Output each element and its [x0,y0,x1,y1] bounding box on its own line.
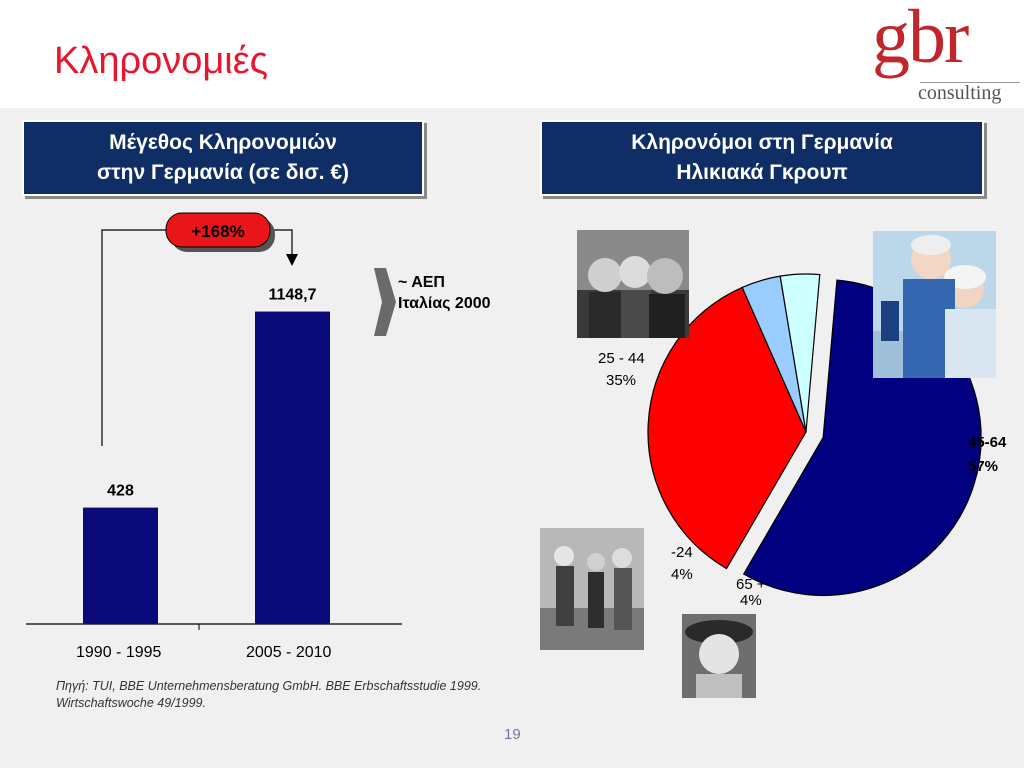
gdp-annotation: ~ ΑΕΠ Ιταλίας 2000 [398,274,491,312]
pie-slice-65-plus [779,273,821,433]
right-panel-heading-text: Κληρονόμοι στη Γερμανία Ηλικιακά Γκρουπ [631,131,893,184]
growth-connector-right [272,229,293,256]
growth-arrowhead [286,254,298,266]
bar-2 [255,311,330,624]
pie-slice-25-44 [647,286,807,570]
page-number: 19 [504,726,521,743]
pie-label-under-24: -24 [671,544,693,561]
pie-pct-25-44: 35% [606,372,637,389]
logo-main-text: gbr [872,0,969,79]
pie-pct-65-plus: 4% [740,592,762,609]
bar-category-label-2: 2005 - 2010 [246,644,332,661]
pie-pct-under-24: 4% [671,566,693,583]
family-photo [577,230,689,338]
youth-group-photo [540,528,644,650]
pie-label-65-plus: 65 + [736,576,766,593]
bar-value-label-2: 1148,7 [268,287,316,304]
source-note: Πηγή: TUI, BBE Unternehmensberatung GmbH… [56,679,482,710]
pie-pct-45-64: 57% [968,458,999,475]
left-panel-heading-text: Μέγεθος Κληρονομιών στην Γερμανία (σε δι… [96,131,350,184]
bar-value-label-1: 428 [107,483,134,500]
growth-badge [165,212,271,248]
left-panel-heading: Μέγεθος Κληρονομιών στην Γερμανία (σε δι… [22,120,424,196]
growth-badge-text: +168% [191,222,244,241]
bar-1 [83,507,158,624]
bar-category-label-1: 1990 - 1995 [76,644,162,661]
pie-label-25-44: 25 - 44 [598,350,645,367]
pie-label-45-64: 45-64 [968,434,1007,451]
slide-title: Κληρονομιές [54,40,268,82]
senior-couple-photo [873,231,996,378]
growth-connector-left [101,229,170,446]
gbr-consulting-logo: gbr consulting [872,0,1022,104]
bar-chart: +168% 428 1148,7 [26,212,402,630]
slide-header [0,0,1024,108]
logo-sub-text: consulting [918,82,1002,104]
right-panel-heading: Κληρονόμοι στη Γερμανία Ηλικιακά Γκρουπ [540,120,984,196]
elderly-woman-photo [682,614,756,698]
annotation-chevron-icon [374,268,396,336]
logo-rule [920,82,1020,83]
